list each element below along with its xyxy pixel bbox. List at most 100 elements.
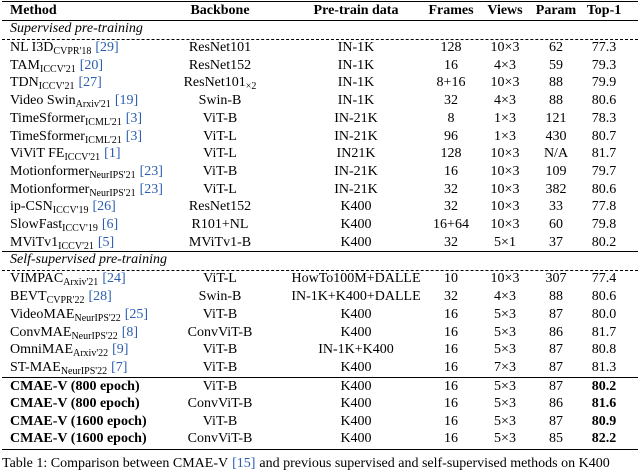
method-name: VideoMAE <box>10 306 75 322</box>
table-cell: 128 <box>440 146 462 162</box>
table-cell: ViT-L <box>203 181 237 197</box>
table-rule <box>2 1 638 2</box>
table-cell: 88 <box>549 93 563 109</box>
method-name: TDN <box>10 75 39 91</box>
table-cell: ViT-B <box>202 110 238 126</box>
method-cell: CMAE-V (800 epoch) <box>10 396 140 412</box>
table-cell: 5×3 <box>494 324 516 340</box>
method-name: ViViT FE <box>10 146 65 162</box>
table-cell: 5×3 <box>494 413 516 429</box>
table-cell: IN-21K <box>334 110 378 126</box>
method-name: Motionformer <box>10 163 90 179</box>
method-venue: ICCV'19 <box>62 223 98 234</box>
method-cell: VIMPACArxiv'21 [24] <box>10 270 126 289</box>
section-title: Self-supervised pre-training <box>10 252 167 268</box>
method-name: TAM <box>10 57 40 73</box>
table-cell: 5×3 <box>494 396 516 412</box>
method-venue: ICML'21 <box>84 134 122 146</box>
table-cell: ConvViT-B <box>187 324 253 340</box>
table-cell: 4×3 <box>494 57 516 73</box>
method-cell: TimeSformerICML'21 [3] <box>10 128 142 147</box>
table-cell: IN-1K <box>337 40 375 55</box>
table-cell: 1×3 <box>494 128 516 144</box>
table-cell: 382 <box>545 181 567 197</box>
method-name: OmniMAE <box>10 342 73 358</box>
table-cell: 80.9 <box>591 413 617 429</box>
method-cell: TDNICCV'21 [27] <box>10 74 102 93</box>
citation: [23] <box>139 181 163 197</box>
citation: [3] <box>125 128 143 144</box>
table-cell: 8 <box>447 110 455 126</box>
table-cell: K400 <box>340 359 372 375</box>
method-cell: VideoMAENeurIPS'22 [25] <box>10 306 148 325</box>
method-name: NL I3D <box>10 40 54 55</box>
table-cell: 5×3 <box>494 378 516 394</box>
table-rule <box>2 270 638 272</box>
table-cell: 33 <box>549 199 563 215</box>
table-cell: 37 <box>549 234 563 250</box>
table-cell: 32 <box>444 93 458 109</box>
table-cell: 16 <box>444 324 458 340</box>
citation: [26] <box>92 199 116 215</box>
table-cell: ResNet101×2 <box>184 74 257 93</box>
table-cell: 4×3 <box>494 93 516 109</box>
table-cell: K400 <box>340 306 372 322</box>
table-cell: 96 <box>444 128 458 144</box>
table-cell: Swin-B <box>198 93 242 109</box>
table-cell: ViT-B <box>202 342 238 358</box>
method-venue: ICCV'21 <box>40 63 76 75</box>
table-cell: 79.7 <box>591 163 617 179</box>
citation: [19] <box>114 93 139 109</box>
table-cell: 10×3 <box>490 40 520 55</box>
table-cell: 80.2 <box>591 234 617 250</box>
method-cell: ViViT FEICCV'21 [1] <box>10 145 121 164</box>
cell-subscript: ×2 <box>245 81 257 93</box>
table-cell: ResNet101 <box>188 40 252 55</box>
table-cell: 81.3 <box>591 359 617 375</box>
table-cell: K400 <box>340 413 372 429</box>
table-cell: 128 <box>440 40 462 55</box>
method-name: MViTv1 <box>10 234 59 250</box>
table-cell: IN-1K <box>337 93 375 109</box>
table-cell: 430 <box>545 128 567 144</box>
table-cell: ViT-L <box>203 128 237 144</box>
table-cell: 10×3 <box>490 163 520 179</box>
table-cell: 10×3 <box>490 199 520 215</box>
table-cell: 121 <box>545 110 567 126</box>
method-name: TimeSformer <box>10 128 85 144</box>
table-cell: 32 <box>444 289 458 305</box>
table-cell: 16 <box>444 163 458 179</box>
table-cell: 60 <box>549 217 563 232</box>
table-rule <box>2 20 638 21</box>
method-venue: Arxiv'22 <box>73 348 109 360</box>
table-cell: IN-1K <box>337 57 375 73</box>
table-rule <box>2 377 638 379</box>
citation: [3] <box>125 110 143 126</box>
method-cell: Video SwinArxiv'21 [19] <box>10 92 138 111</box>
table-cell: ViT-B <box>202 378 238 394</box>
table-cell: 88 <box>549 289 563 305</box>
table-cell: 80.7 <box>591 128 617 144</box>
method-venue: NeurIPS'22 <box>71 330 118 342</box>
table-cell: 16 <box>444 57 458 73</box>
table-caption: Table 1: Comparison between CMAE-V [15] an… <box>2 456 610 472</box>
method-cell: MViTv1ICCV'21 [5] <box>10 234 114 253</box>
table-cell: 81.6 <box>591 396 617 412</box>
method-venue: ICCV'21 <box>58 240 94 252</box>
table-rule <box>2 39 638 40</box>
table-cell: 87 <box>549 342 563 358</box>
table-cell: 109 <box>545 163 567 179</box>
table-cell: 1×3 <box>494 110 516 126</box>
method-cell: OmniMAEArxiv'22 [9] <box>10 341 128 360</box>
table-cell: 16 <box>444 413 458 429</box>
table-cell: 86 <box>549 396 563 412</box>
citation: [28] <box>88 289 112 305</box>
caption-text: Table 1: Comparison between CMAE-V <box>2 456 229 471</box>
citation: [6] <box>101 217 119 232</box>
table-cell: 7×3 <box>494 359 516 375</box>
table-cell: ViT-B <box>202 413 238 429</box>
method-venue: ICCV'21 <box>38 81 75 93</box>
table-cell: ViT-B <box>202 306 238 322</box>
method-venue: NeurIPS'22 <box>74 312 121 324</box>
